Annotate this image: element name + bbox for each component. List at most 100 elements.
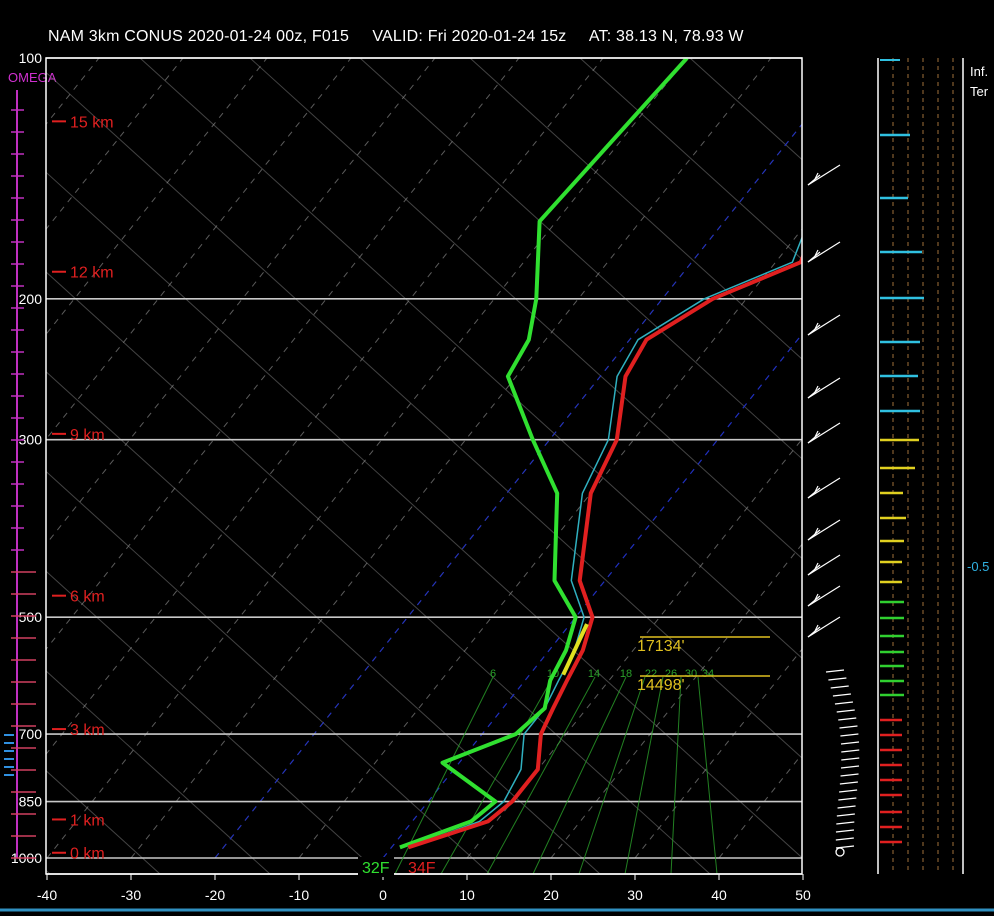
- wind-barb: [836, 821, 855, 825]
- wind-barb: [813, 322, 819, 332]
- height-label: 1 km: [70, 812, 105, 829]
- mixing-ratio-label: 30: [685, 668, 697, 680]
- mixing-ratio-label: 18: [620, 668, 632, 680]
- pressure-label-850: 850: [19, 794, 43, 810]
- wind-barb: [807, 241, 841, 263]
- wind-barb: [807, 422, 841, 444]
- wind-barb: [828, 677, 847, 681]
- isotherm-line: [214, 123, 802, 859]
- isotherm-line: [46, 58, 688, 859]
- wind-barb: [840, 733, 859, 737]
- adiabat-line: [249, 58, 802, 560]
- wind-barb: [813, 249, 819, 259]
- pressure-label-100: 100: [19, 50, 43, 66]
- x-tick-label--30: -30: [121, 887, 141, 903]
- x-tick-label--40: -40: [37, 887, 57, 903]
- wind-barb: [836, 813, 855, 817]
- isotherm-line: [46, 58, 268, 336]
- height-label: 12 km: [70, 265, 114, 282]
- wind-barb: [832, 693, 851, 697]
- wind-barb: [813, 624, 819, 634]
- wind-barb: [835, 829, 855, 833]
- wind-barb: [807, 377, 841, 399]
- isotherm-line: [634, 648, 802, 859]
- height-labels: 15 km 12 km 9 km 6 km 3 km 1 km 0 km: [52, 114, 114, 863]
- isotherm-line: [803, 58, 994, 858]
- wind-barb: [813, 527, 819, 537]
- x-tick-label-50: 50: [795, 887, 811, 903]
- mixing-ratio-line: [670, 676, 682, 875]
- height-label: 3 km: [70, 722, 105, 739]
- adiabat-line: [46, 570, 381, 874]
- temperature-trace: [407, 253, 802, 850]
- wind-barb: [838, 797, 857, 801]
- x-tick-label-10: 10: [459, 887, 475, 903]
- pressure-label-500: 500: [19, 609, 43, 625]
- mixing-ratio-label: 26: [665, 668, 677, 680]
- adiabat-line: [46, 670, 271, 874]
- mixing-ratio-line: [697, 676, 718, 875]
- side-panel: [877, 58, 964, 874]
- isotherm-zero: [382, 333, 802, 859]
- mixing-ratio-line: [532, 676, 627, 875]
- wind-barb: [807, 554, 841, 576]
- wind-barb: [813, 172, 819, 182]
- wind-barb: [807, 164, 841, 186]
- profile-traces: [399, 58, 802, 850]
- adiabat-line: [799, 58, 802, 61]
- x-tick-label-40: 40: [711, 887, 727, 903]
- wind-barb: [836, 709, 855, 713]
- wind-barb: [839, 725, 858, 729]
- level-markers: 17134' 14498': [637, 636, 770, 694]
- adiabat-line: [46, 71, 802, 759]
- wind-barb: [840, 765, 860, 769]
- adiabat-line: [469, 58, 802, 360]
- wind-barb: [834, 701, 854, 705]
- x-tick-label--10: -10: [289, 887, 309, 903]
- adiabat-line: [46, 171, 802, 859]
- height-label: 9 km: [70, 427, 105, 444]
- wetbulb-trace: [408, 235, 802, 849]
- dewpoint-trace: [399, 58, 689, 850]
- mixing-ratio-line: [624, 676, 664, 875]
- adiabat-line: [46, 769, 161, 874]
- adiabat-line: [46, 271, 711, 874]
- surface-labels: 32F 34F: [358, 857, 436, 877]
- pressure-label-200: 200: [19, 291, 43, 307]
- x-axis: -40 -30 -20 -10 0 10 20 30 40 50: [0, 873, 994, 912]
- wind-barb: [807, 477, 841, 499]
- x-tick-label-30: 30: [627, 887, 643, 903]
- side-panel-text-2: Ter: [970, 84, 989, 99]
- surface-temperature-label: 34F: [408, 860, 436, 877]
- height-label: 0 km: [70, 846, 105, 863]
- plot-frame: [45, 57, 803, 875]
- wind-barb: [839, 789, 858, 793]
- wind-barb: [813, 485, 819, 495]
- wind-barb: [813, 385, 819, 395]
- isotherm-line: [46, 58, 352, 441]
- wind-barb: [807, 519, 841, 541]
- wind-barbs: [807, 164, 860, 857]
- background-lines: [46, 58, 994, 874]
- isotherm-line: [46, 58, 436, 546]
- wind-barb: [838, 717, 857, 721]
- isotherm-line: [550, 543, 802, 859]
- side-panel-value: -0.5: [967, 559, 990, 574]
- pressure-label-300: 300: [19, 432, 43, 448]
- wind-barb: [807, 616, 841, 638]
- isotherm-line: [46, 58, 520, 651]
- wind-barb: [837, 805, 856, 809]
- isotherm-line: [466, 438, 802, 859]
- adiabat-line: [579, 58, 802, 260]
- pressure-label-700: 700: [19, 726, 43, 742]
- isotherm-line: [46, 58, 184, 231]
- adiabat-line: [359, 58, 802, 460]
- wind-barb: [839, 781, 858, 785]
- wind-barb: [807, 314, 841, 336]
- wind-barb: [807, 585, 841, 607]
- adiabat-line: [46, 470, 491, 874]
- wind-barb: [813, 430, 819, 440]
- side-panel-text-1: Inf.: [970, 64, 989, 79]
